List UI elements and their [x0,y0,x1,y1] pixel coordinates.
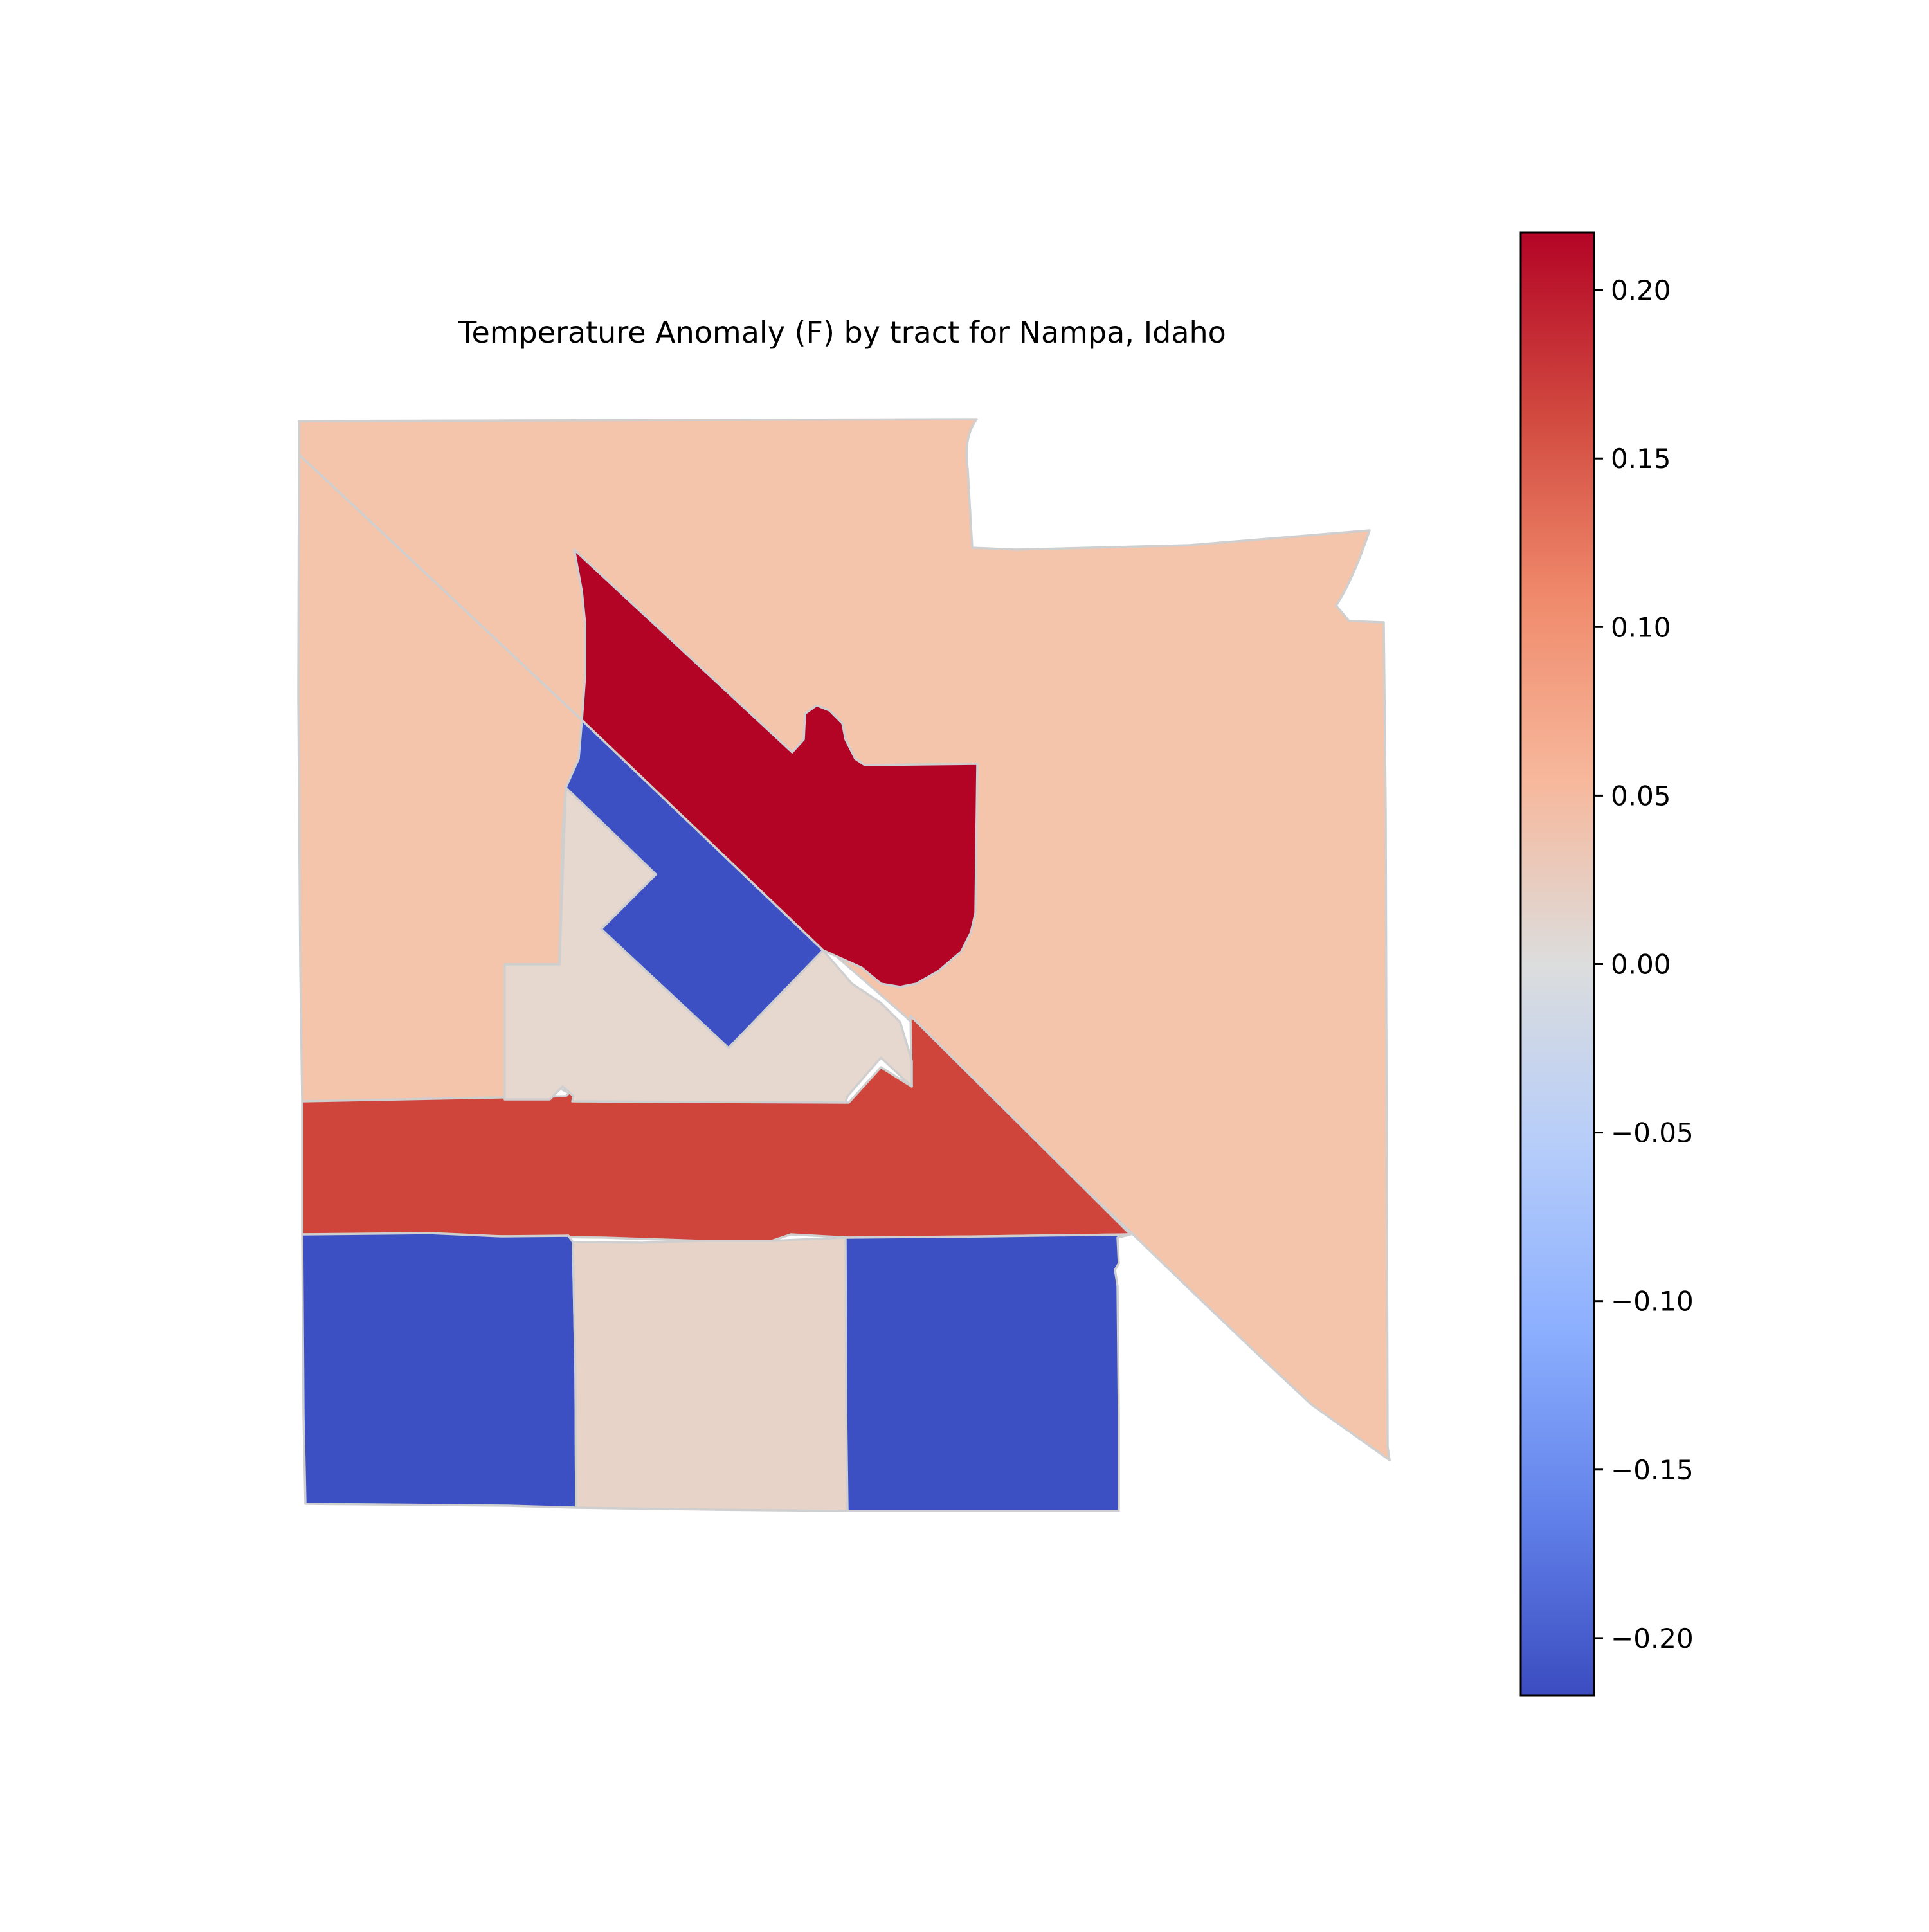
colorbar-tick-label: 0.15 [1611,443,1671,474]
colorbar: 0.20 0.15 0.10 0.05 0.00 −0.05 −0.10 −0.15 −0.20 [1519,231,1694,1697]
colorbar-ticks: 0.20 0.15 0.10 0.05 0.00 −0.05 −0.10 −0.15 −0.20 [1594,275,1694,1654]
colorbar-tick-label: 0.00 [1611,949,1671,980]
colorbar-tick-label: −0.10 [1611,1286,1694,1317]
tract-south-middle[interactable] [572,1236,849,1512]
tract-central-north[interactable] [573,548,979,988]
colorbar-tick-label: 0.20 [1611,275,1671,306]
map-title: Temperature Anomaly (F) by tract for Nam… [458,315,1226,350]
tract-south-west[interactable] [301,1232,577,1509]
colorbar-tick-label: −0.15 [1611,1454,1694,1486]
colorbar-gradient [1519,231,1595,1697]
tract-layer [297,418,1391,1512]
tract-south-east[interactable] [844,1233,1132,1512]
tract-central-east-blue[interactable] [565,719,824,1049]
colorbar-tick-label: 0.10 [1611,611,1671,643]
colorbar-tick-label: −0.05 [1611,1117,1694,1149]
colorbar-tick-label: 0.05 [1611,780,1671,811]
colorbar-tick-label: −0.20 [1611,1623,1694,1654]
